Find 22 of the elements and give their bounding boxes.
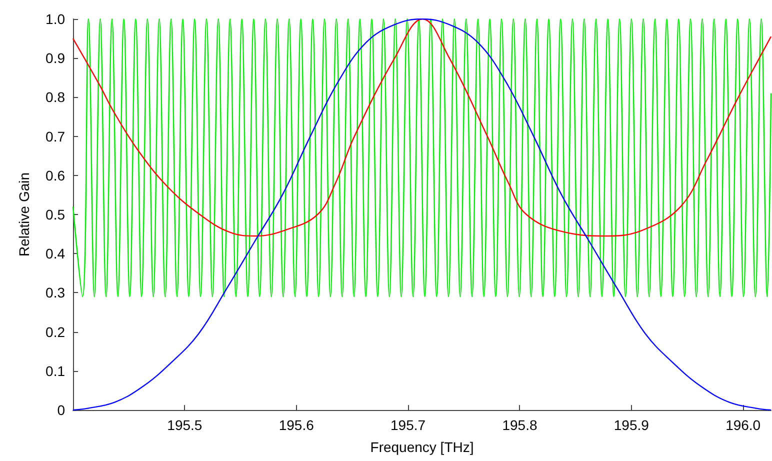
y-tick-label: 1.0 [46, 11, 66, 27]
x-axis-title: Frequency [THz] [370, 439, 474, 455]
x-tick-label: 195.6 [278, 417, 314, 433]
line-series [72, 18, 772, 411]
y-tick-label: 0.4 [46, 246, 66, 262]
y-tick-label: 0.2 [46, 324, 66, 340]
y-tick-label: 0.5 [46, 206, 66, 222]
y-axis-title: Relative Gain [16, 172, 32, 257]
y-tick-label: 0.6 [46, 167, 66, 184]
x-tick-label: 195.5 [167, 417, 202, 433]
y-tick-label: 0 [57, 402, 66, 418]
x-tick-label: 195.9 [614, 417, 650, 433]
line-series [72, 18, 772, 237]
y-tick-label: 0.8 [46, 89, 66, 106]
x-tick-label: 196.0 [726, 417, 761, 433]
y-tick-label: 0.7 [46, 128, 66, 144]
line-series [72, 18, 772, 298]
x-tick-label: 195.8 [502, 417, 538, 433]
y-tick-label: 0.3 [46, 284, 66, 301]
y-tick-label: 0.9 [46, 50, 66, 66]
y-tick-label: 0.1 [46, 362, 66, 379]
x-tick-label: 195.7 [390, 417, 426, 433]
